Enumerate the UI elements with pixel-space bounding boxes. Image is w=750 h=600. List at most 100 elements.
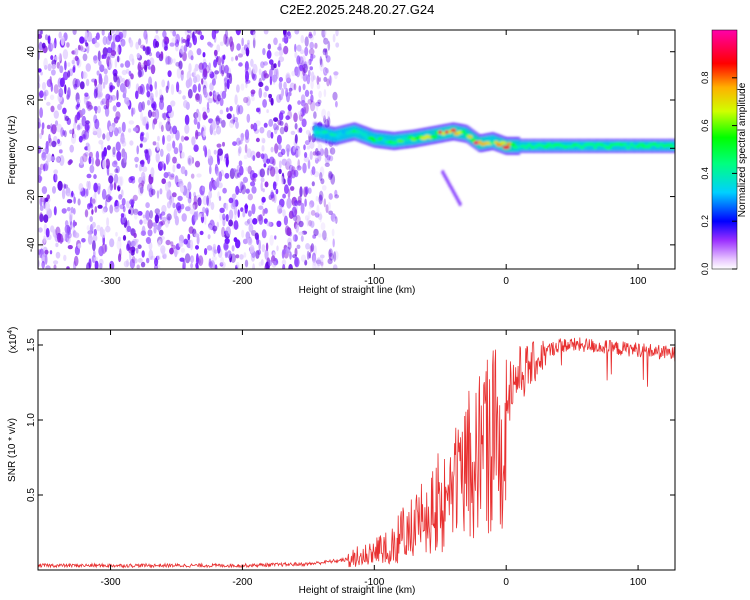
noise-blob (264, 249, 269, 260)
noise-blob (235, 185, 240, 195)
noise-blob (103, 68, 108, 75)
noise-blob (239, 181, 244, 191)
noise-blob (325, 204, 329, 214)
noise-blob (311, 181, 315, 187)
track-streak (390, 141, 398, 145)
noise-blob (282, 248, 286, 255)
noise-blob (137, 244, 142, 249)
noise-blob (304, 152, 308, 158)
noise-blob (209, 91, 213, 97)
noise-blob (297, 195, 302, 204)
noise-blob (171, 244, 176, 250)
noise-blob (141, 159, 145, 168)
track-streak (632, 144, 637, 149)
noise-blob (216, 143, 222, 148)
noise-blob (41, 82, 47, 91)
noise-blob (239, 133, 246, 138)
noise-blob (157, 240, 162, 247)
noise-blob (113, 173, 119, 184)
noise-blob (113, 72, 118, 83)
noise-blob (165, 121, 171, 132)
noise-blob (116, 89, 119, 101)
noise-blob (183, 44, 188, 53)
noise-blob (323, 68, 329, 74)
track-streak (533, 144, 539, 149)
noise-blob (328, 248, 333, 257)
noise-blob (325, 55, 331, 63)
noise-blob (258, 239, 262, 251)
noise-blob (187, 37, 190, 45)
noise-blob (236, 172, 241, 178)
noise-blob (250, 181, 256, 187)
noise-blob (272, 158, 276, 166)
noise-blob (86, 188, 89, 197)
noise-blob (225, 252, 230, 257)
noise-blob (316, 150, 321, 156)
noise-blob (197, 83, 201, 93)
noise-blob (318, 195, 322, 203)
noise-blob (115, 231, 118, 237)
noise-blob (102, 81, 106, 89)
noise-blob (252, 263, 255, 269)
noise-blob (296, 244, 301, 249)
track-streak (670, 145, 675, 150)
noise-blob (130, 240, 136, 247)
noise-blob (57, 92, 63, 103)
track-streak (625, 145, 631, 150)
noise-blob (192, 35, 197, 46)
noise-blob (226, 107, 229, 113)
noise-blob (320, 258, 324, 268)
noise-blob (141, 63, 144, 68)
noise-blob (151, 103, 156, 109)
noise-blob (63, 130, 67, 138)
noise-blob (59, 155, 65, 166)
noise-blob (246, 148, 252, 159)
noise-blob (219, 262, 224, 267)
noise-blob (158, 99, 165, 111)
noise-blob (193, 75, 198, 84)
figure-title: C2E2.2025.248.20.27.G24 (280, 2, 435, 17)
noise-blob (122, 235, 127, 241)
noise-blob (123, 260, 130, 268)
noise-blob (222, 141, 225, 147)
noise-blob (300, 254, 307, 263)
noise-blob (311, 252, 317, 263)
noise-blob (117, 55, 120, 63)
noise-blob (124, 79, 130, 88)
noise-blob (154, 208, 160, 215)
noise-blob (204, 248, 208, 256)
noise-blob (201, 78, 204, 85)
noise-blob (186, 30, 192, 34)
noise-blob (273, 123, 278, 131)
noise-blob (129, 258, 136, 269)
noise-blob (216, 121, 220, 129)
noise-blob (228, 119, 235, 128)
noise-blob (314, 42, 318, 49)
noise-blob (50, 225, 55, 233)
noise-blob (167, 70, 172, 78)
noise-blob (114, 168, 119, 173)
noise-blob (64, 184, 68, 189)
noise-blob (39, 196, 43, 201)
noise-blob (270, 191, 275, 199)
noise-blob (305, 243, 311, 250)
noise-blob (94, 78, 98, 87)
noise-blob (80, 46, 85, 53)
noise-blob (290, 186, 295, 191)
noise-blob (112, 105, 117, 112)
noise-blob (258, 81, 264, 88)
noise-blob (252, 218, 258, 225)
noise-blob (62, 49, 69, 60)
noise-blob (43, 57, 48, 69)
noise-blob (267, 43, 271, 50)
track-band (434, 129, 438, 141)
noise-blob (242, 238, 248, 245)
noise-blob (102, 159, 107, 170)
noise-blob (208, 261, 213, 268)
snr-y-multiplier-base: (x10 (8, 333, 19, 353)
noise-blob (199, 230, 204, 236)
noise-blob (39, 107, 43, 119)
noise-blob (236, 84, 240, 93)
noise-blob (294, 209, 298, 216)
